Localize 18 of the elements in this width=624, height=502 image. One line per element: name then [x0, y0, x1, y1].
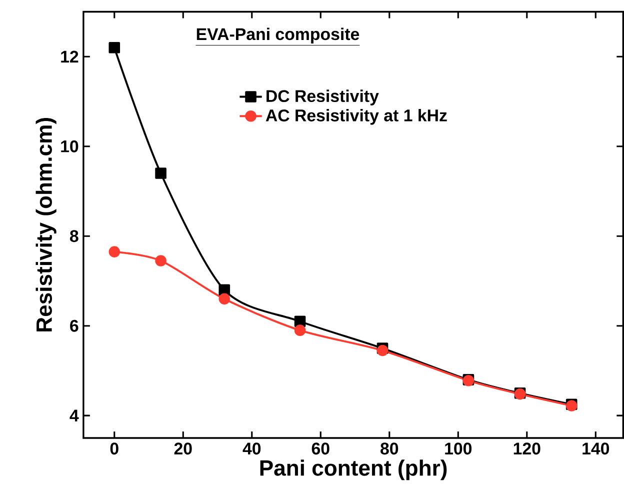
text: EVA-Pani composite	[196, 28, 360, 44]
x-tick-label: 20	[174, 442, 192, 455]
x-tick-label: 100	[445, 442, 472, 455]
x-tick-label: 80	[380, 442, 398, 455]
x-tick-label: 140	[582, 442, 610, 455]
legend-label: DC Resistivity	[266, 90, 379, 106]
x-tick-label: 40	[242, 442, 261, 455]
x-tick-label: 60	[312, 442, 330, 455]
y-tick-label: 4	[70, 410, 79, 422]
x-tick-label: 0	[110, 442, 118, 455]
y-axis-title: Resistivity (ohm.cm)	[36, 118, 56, 332]
y-tick-label: 8	[70, 230, 78, 242]
x-tick-label: 120	[514, 442, 540, 455]
y-tick-label: 6	[70, 320, 78, 332]
legend-label: AC Resistivity at 1 kHz	[266, 109, 447, 125]
y-tick-label: 12	[61, 50, 78, 63]
x-axis-title: Pani content (phr)	[260, 460, 447, 480]
y-tick-label: 10	[61, 140, 78, 153]
